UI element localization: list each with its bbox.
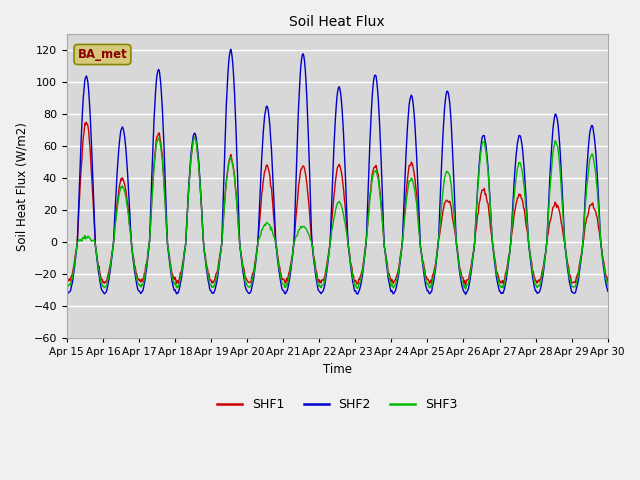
SHF2 (183, 212, 191, 218)
SHF3 (73, 246, 81, 252)
SHF2 (63, 287, 70, 293)
SHF1 (461, 282, 469, 288)
SHF3 (63, 280, 70, 286)
SHF2 (212, 284, 220, 289)
SHF2 (404, 122, 412, 128)
X-axis label: Time: Time (323, 363, 352, 376)
SHF2 (604, 288, 612, 294)
SHF1 (184, 198, 192, 204)
SHF2 (420, 267, 428, 273)
SHF2 (227, 47, 235, 52)
SHF3 (129, 248, 136, 253)
Line: SHF3: SHF3 (67, 137, 608, 289)
SHF1 (212, 270, 220, 276)
SHF3 (404, 188, 412, 194)
Title: Soil Heat Flux: Soil Heat Flux (289, 15, 385, 29)
SHF3 (183, 214, 191, 219)
SHF1 (83, 120, 90, 125)
SHF2 (73, 247, 81, 252)
SHF3 (461, 286, 469, 292)
SHF1 (63, 275, 70, 281)
SHF2 (461, 291, 469, 297)
SHF1 (420, 259, 428, 265)
Text: BA_met: BA_met (77, 48, 127, 61)
SHF1 (129, 253, 137, 259)
SHF3 (212, 275, 220, 280)
Legend: SHF1, SHF2, SHF3: SHF1, SHF2, SHF3 (212, 393, 462, 416)
Line: SHF2: SHF2 (67, 49, 608, 294)
SHF3 (191, 134, 198, 140)
SHF3 (420, 263, 428, 268)
SHF2 (129, 249, 136, 255)
SHF1 (73, 245, 81, 251)
SHF1 (404, 175, 412, 181)
SHF3 (604, 283, 612, 288)
Line: SHF1: SHF1 (67, 122, 608, 285)
Y-axis label: Soil Heat Flux (W/m2): Soil Heat Flux (W/m2) (15, 122, 28, 251)
SHF1 (604, 278, 612, 284)
